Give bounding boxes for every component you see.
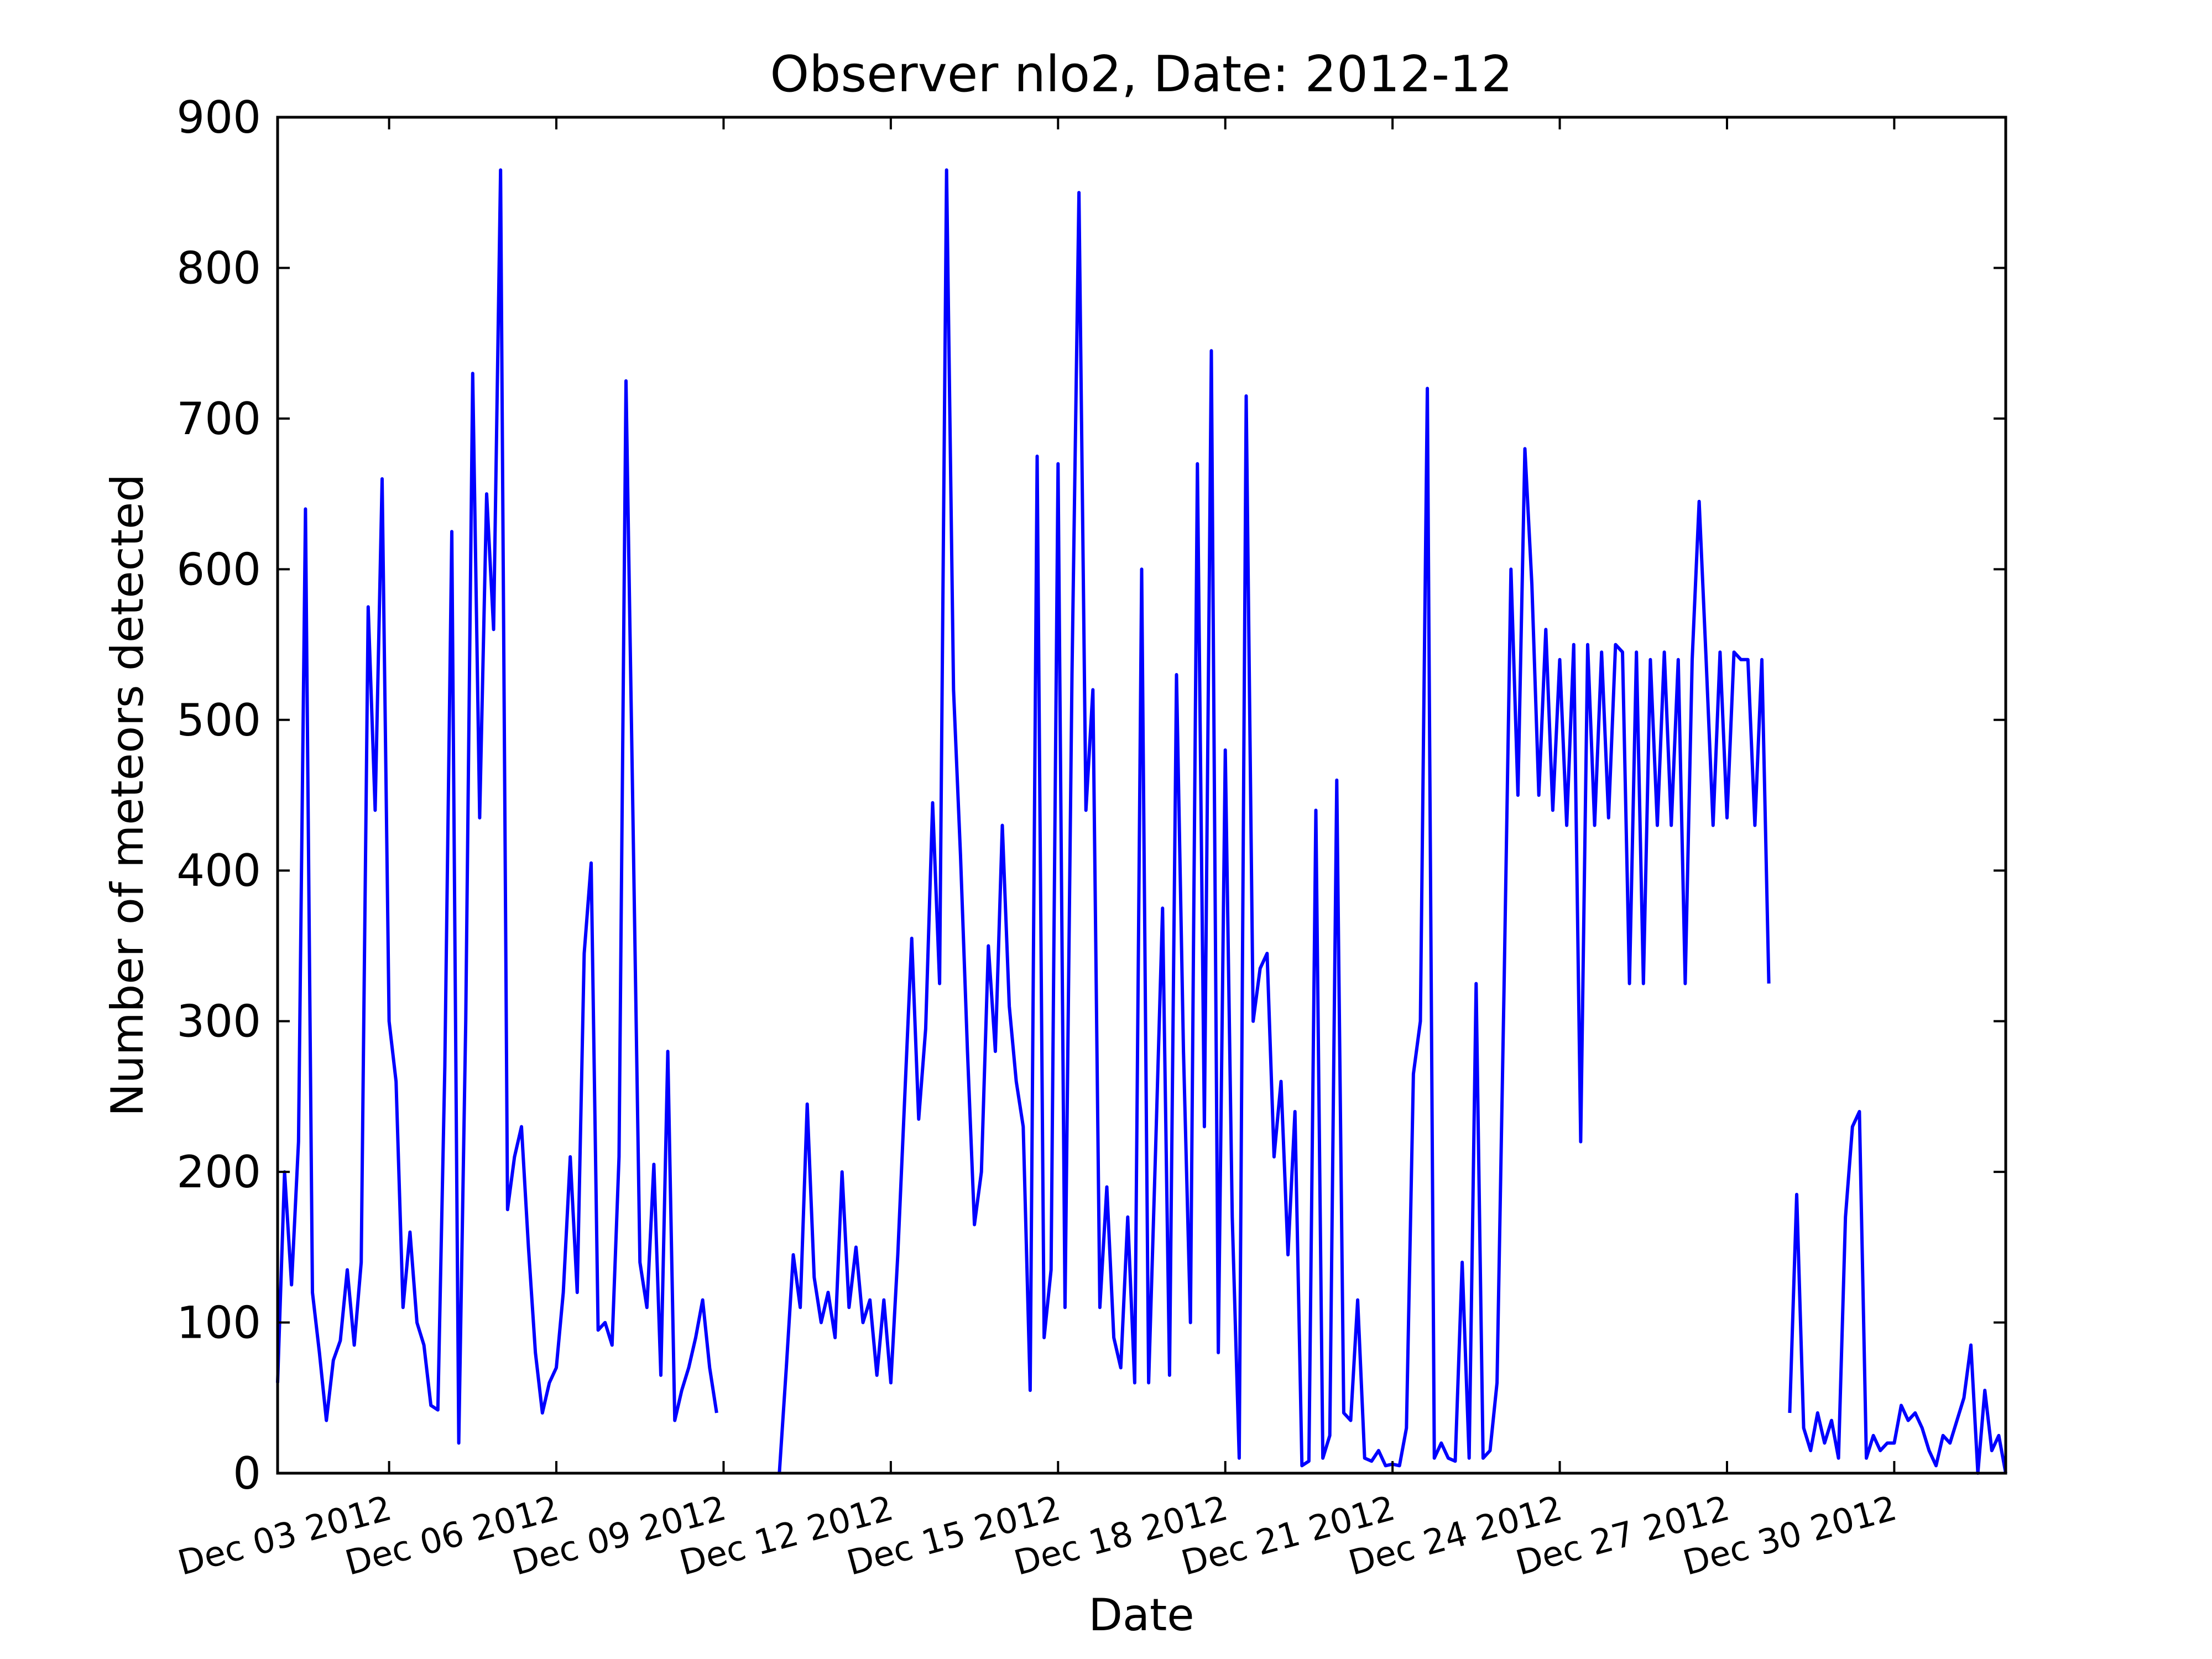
y-tick-label: 800	[176, 242, 261, 294]
y-axis: 0 100 200 300 400 500 600 700 800 900	[176, 92, 2006, 1499]
series-line-segment	[1788, 1110, 2007, 1475]
y-tick-label: 200	[176, 1146, 261, 1198]
plot-frame	[276, 116, 2007, 1475]
y-tick-label: 300	[176, 996, 261, 1047]
series-line-segment	[778, 168, 1771, 1474]
y-tick-label: 400	[176, 845, 261, 896]
y-tick-label: 100	[176, 1297, 261, 1349]
y-tick-label: 900	[176, 92, 261, 143]
chart-title: Observer nlo2, Date: 2012-12	[770, 45, 1512, 103]
series-line-segment	[276, 168, 718, 1445]
y-tick-label: 600	[176, 544, 261, 595]
x-axis-label: Date	[1088, 1589, 1194, 1641]
y-axis-label: Number of meteors detected	[102, 474, 153, 1117]
y-tick-label: 700	[176, 393, 261, 445]
y-tick-label: 500	[176, 695, 261, 746]
y-tick-label: 0	[233, 1448, 261, 1499]
plot-area	[276, 168, 2007, 1475]
